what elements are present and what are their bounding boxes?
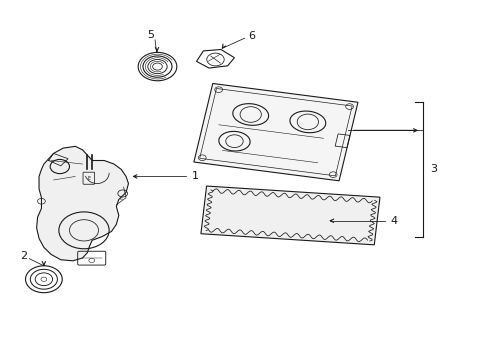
Text: E: E (87, 176, 90, 181)
Text: 1: 1 (191, 171, 198, 181)
Text: 6: 6 (247, 31, 254, 41)
Polygon shape (37, 146, 128, 261)
Polygon shape (201, 186, 379, 245)
Text: 3: 3 (429, 165, 437, 174)
Polygon shape (193, 84, 357, 181)
Text: 2: 2 (20, 251, 27, 261)
Text: 5: 5 (147, 30, 154, 40)
Text: 4: 4 (390, 216, 397, 226)
Text: u: u (120, 198, 122, 202)
